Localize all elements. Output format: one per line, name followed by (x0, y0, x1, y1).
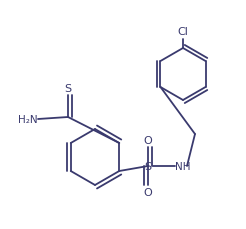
Text: O: O (144, 135, 152, 145)
Text: S: S (64, 84, 72, 94)
Text: O: O (144, 187, 152, 197)
Text: S: S (144, 161, 152, 171)
Text: Cl: Cl (178, 27, 188, 37)
Text: NH: NH (175, 161, 191, 171)
Text: H₂N: H₂N (18, 114, 38, 124)
